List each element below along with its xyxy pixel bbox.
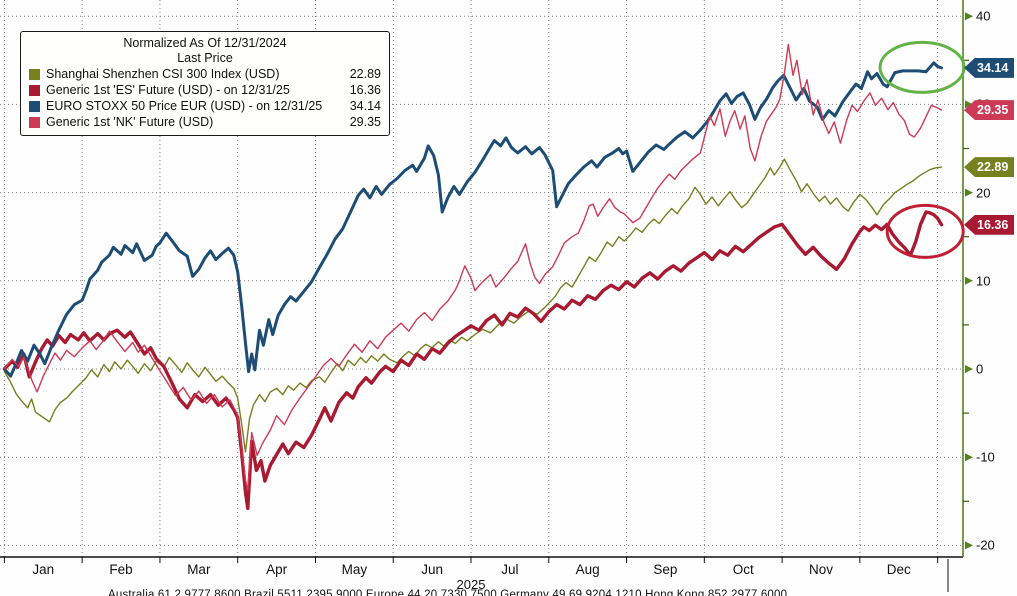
legend-swatch-icon [29,68,40,80]
legend-series-name: Generic 1st 'ES' Future (USD) - on 12/31… [46,83,290,97]
y-axis-tick-arrow [965,188,973,197]
legend-row: Shanghai Shenzhen CSI 300 Index (USD) 22.… [29,66,381,82]
y-tick-label: 0 [976,361,984,377]
legend-series-last-price: 29.35 [349,115,381,129]
last-price-badge: 29.35 [964,100,1015,121]
last-price-badge: 16.36 [964,214,1015,235]
series-line [3,43,943,492]
x-tick-label-month: Jan [32,562,55,577]
y-tick-label: -20 [976,537,995,553]
legend-title: Normalized As Of 12/31/2024 [123,36,287,50]
x-tick-label-month: May [341,562,368,577]
footer-text: Australia 61 2 9777 8600 Brazil 5511 239… [108,589,788,596]
x-tick-label-month: Sep [653,562,678,577]
legend-row: Generic 1st 'NK' Future (USD) 29.35 [29,114,381,130]
legend-series-name: Generic 1st 'NK' Future (USD) [46,115,214,129]
y-tick-label: 10 [976,273,991,289]
series-line [2,210,944,511]
y-tick-label: 20 [976,185,991,201]
x-tick-label-month: Nov [808,562,833,577]
y-axis-tick-arrow [965,100,973,109]
x-tick-label-month: Aug [575,562,600,577]
highlight-es-nov-dec-dip-ellipse [885,203,965,259]
x-tick-label-month: Oct [732,562,754,577]
legend-swatch-icon [29,100,40,112]
y-tick-label: 40 [976,8,991,24]
x-tick-label-month: Dec [886,562,911,577]
legend-row: EURO STOXX 50 Price EUR (USD) - on 12/31… [29,98,381,114]
series-line [2,61,943,378]
legend-series-name: EURO STOXX 50 Price EUR (USD) - on 12/31… [46,99,323,113]
y-tick-label: -10 [976,449,995,465]
x-tick-label-month: Apr [266,562,288,577]
legend-subtitle: Last Price [177,51,233,65]
y-axis-tick-arrow [965,365,973,373]
x-tick-label-month: Jun [421,562,444,577]
legend-series-last-price: 16.36 [349,83,381,97]
y-axis-tick-arrow [965,453,973,462]
legend-swatch-icon [29,84,40,96]
y-axis-tick-arrow [965,541,973,550]
x-axis-year-label: 2025 [456,577,486,592]
y-axis-tick-arrow [965,276,973,285]
legend-series-name: Shanghai Shenzhen CSI 300 Index (USD) [46,67,280,81]
legend-box: Normalized As Of 12/31/2024 Last Price S… [20,31,390,136]
x-tick-label-month: Jul [501,562,519,577]
legend-series-last-price: 34.14 [349,99,381,113]
highlight-euro-stoxx-dec-ellipse [878,40,966,94]
legend-series-last-price: 22.89 [349,67,381,81]
legend-row: Generic 1st 'ES' Future (USD) - on 12/31… [29,82,381,98]
y-axis-tick-arrow [965,12,973,21]
x-tick-label-month: Feb [109,562,133,577]
series-line [3,158,943,453]
last-price-badge: 34.14 [964,57,1015,78]
last-price-badge: 22.89 [964,157,1015,178]
x-tick-label-month: Mar [187,562,211,577]
legend-swatch-icon [29,116,40,128]
